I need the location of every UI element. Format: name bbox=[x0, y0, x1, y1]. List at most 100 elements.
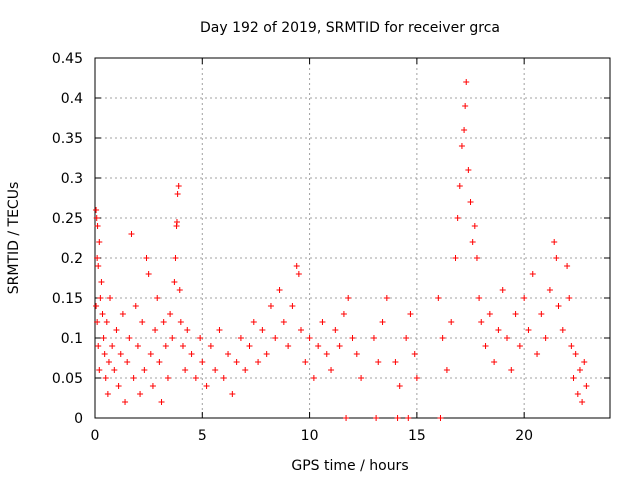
data-point bbox=[538, 311, 545, 317]
data-point bbox=[237, 335, 244, 341]
data-point bbox=[107, 295, 114, 301]
data-point bbox=[306, 335, 313, 341]
data-point bbox=[179, 343, 186, 349]
data-point bbox=[405, 415, 412, 421]
data-point bbox=[173, 219, 180, 225]
data-point bbox=[568, 343, 575, 349]
data-point bbox=[94, 255, 101, 261]
data-point bbox=[242, 367, 249, 373]
data-point bbox=[276, 287, 283, 293]
plot-frame bbox=[94, 57, 611, 419]
data-point bbox=[272, 335, 279, 341]
data-point bbox=[115, 383, 122, 389]
data-point bbox=[486, 311, 493, 317]
grid-lines bbox=[95, 58, 610, 418]
data-point bbox=[289, 303, 296, 309]
data-point bbox=[111, 367, 118, 373]
data-point bbox=[94, 223, 101, 229]
data-point bbox=[463, 79, 470, 85]
data-point bbox=[158, 399, 165, 405]
data-point bbox=[139, 319, 146, 325]
data-point bbox=[225, 351, 232, 357]
data-point bbox=[246, 343, 253, 349]
data-point bbox=[353, 351, 360, 357]
data-point bbox=[439, 335, 446, 341]
y-tick-label: 0.1 bbox=[61, 331, 83, 347]
data-point bbox=[476, 295, 483, 301]
data-point bbox=[280, 319, 287, 325]
data-point bbox=[465, 167, 472, 173]
y-tick-label: 0 bbox=[74, 411, 83, 427]
data-point bbox=[323, 351, 330, 357]
data-point bbox=[145, 271, 152, 277]
data-point bbox=[95, 263, 102, 269]
data-point bbox=[336, 343, 343, 349]
data-point bbox=[96, 367, 103, 373]
data-point bbox=[521, 295, 528, 301]
data-point bbox=[458, 143, 465, 149]
data-point bbox=[345, 295, 352, 301]
axis-ticks: 0 5 10 15 20 0 0.05 0.1 0.15 0.2 0.25 0.3 0.35 0.4 0.4… bbox=[52, 51, 610, 444]
data-point bbox=[570, 375, 577, 381]
data-point bbox=[199, 359, 206, 365]
data-point bbox=[188, 351, 195, 357]
data-point bbox=[93, 215, 100, 221]
data-point bbox=[454, 215, 461, 221]
y-tick-label: 0.45 bbox=[52, 51, 83, 67]
data-point bbox=[156, 359, 163, 365]
data-point bbox=[310, 375, 317, 381]
data-point bbox=[411, 351, 418, 357]
data-point bbox=[293, 263, 300, 269]
data-point bbox=[512, 311, 519, 317]
data-point bbox=[143, 255, 150, 261]
data-point bbox=[343, 415, 350, 421]
data-point bbox=[495, 327, 502, 333]
data-point bbox=[407, 311, 414, 317]
data-point bbox=[471, 223, 478, 229]
data-point bbox=[216, 327, 223, 333]
data-point bbox=[559, 327, 566, 333]
data-point bbox=[93, 207, 100, 213]
data-point bbox=[94, 319, 101, 325]
data-point bbox=[469, 239, 476, 245]
data-point bbox=[177, 319, 184, 325]
x-tick-label: 5 bbox=[198, 428, 207, 444]
data-point bbox=[176, 287, 183, 293]
data-point bbox=[525, 327, 532, 333]
x-tick-label: 0 bbox=[91, 428, 100, 444]
data-point bbox=[113, 327, 120, 333]
data-point bbox=[102, 375, 109, 381]
data-point bbox=[576, 367, 583, 373]
data-point bbox=[100, 335, 107, 341]
data-point bbox=[147, 351, 154, 357]
data-point bbox=[349, 335, 356, 341]
y-axis-label: SRMTID / TECUs bbox=[6, 182, 22, 295]
data-point bbox=[383, 295, 390, 301]
y-tick-label: 0.35 bbox=[52, 131, 83, 147]
y-tick-label: 0.05 bbox=[52, 371, 83, 387]
data-point bbox=[551, 239, 558, 245]
data-point bbox=[126, 335, 133, 341]
data-point bbox=[137, 391, 144, 397]
data-point bbox=[130, 375, 137, 381]
data-point bbox=[375, 359, 382, 365]
data-point bbox=[162, 343, 169, 349]
data-point bbox=[572, 351, 579, 357]
data-point bbox=[109, 343, 116, 349]
data-point bbox=[435, 295, 442, 301]
data-point bbox=[105, 359, 112, 365]
data-point bbox=[370, 335, 377, 341]
data-point bbox=[462, 103, 469, 109]
y-tick-label: 0.2 bbox=[61, 251, 83, 267]
y-tick-label: 0.4 bbox=[61, 91, 83, 107]
data-point bbox=[101, 351, 108, 357]
data-point bbox=[184, 327, 191, 333]
y-tick-label: 0.3 bbox=[61, 171, 83, 187]
data-point bbox=[134, 343, 141, 349]
data-point bbox=[267, 303, 274, 309]
y-tick-label: 0.25 bbox=[52, 211, 83, 227]
data-point bbox=[192, 375, 199, 381]
data-point bbox=[553, 255, 560, 261]
